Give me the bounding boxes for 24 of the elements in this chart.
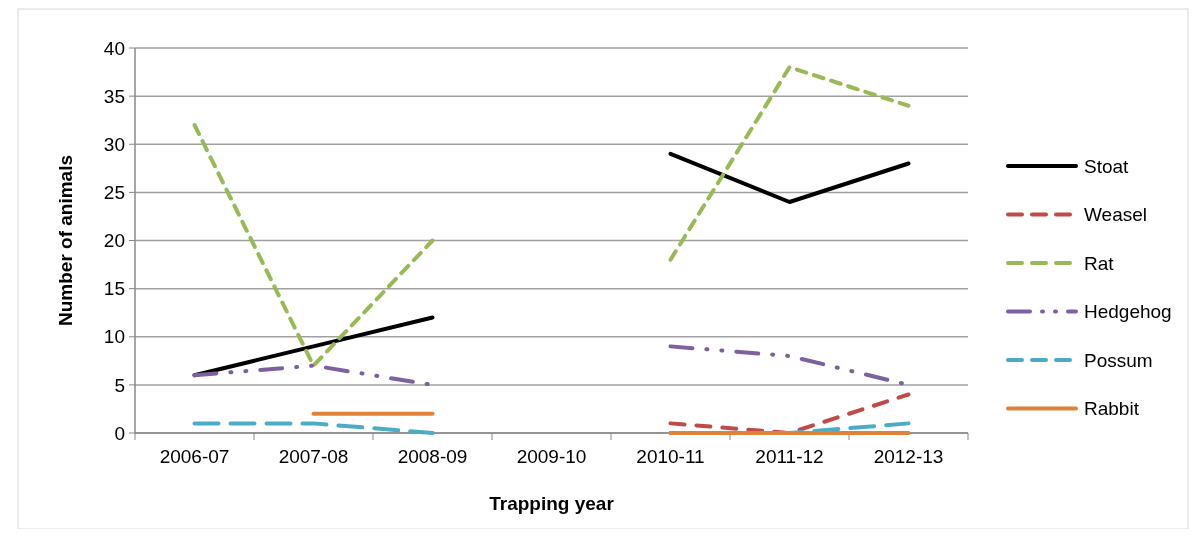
legend-label: Hedgehog: [1084, 301, 1172, 323]
y-tick-label: 5: [114, 374, 125, 396]
y-tick-label: 30: [103, 133, 125, 155]
x-axis-title: Trapping year: [489, 493, 615, 514]
x-tick-label: 2007-08: [278, 446, 349, 467]
y-tick-label: 0: [114, 422, 125, 444]
y-tick-label: 20: [103, 230, 125, 252]
y-tick-label: 10: [103, 326, 125, 348]
x-tick-label: 2009-10: [516, 446, 587, 467]
y-tick-label: 15: [103, 278, 125, 300]
x-tick-label: 2008-09: [397, 446, 468, 467]
x-tick-label: 2012-13: [873, 446, 944, 467]
y-tick-label: 40: [103, 37, 125, 59]
x-tick-label: 2011-12: [755, 446, 824, 467]
legend-label: Possum: [1084, 349, 1153, 371]
y-axis-title: Number of animals: [55, 154, 76, 327]
legend-label: Weasel: [1084, 204, 1148, 226]
y-tick-label: 35: [103, 85, 125, 107]
y-tick-label: 25: [103, 182, 125, 204]
legend-label: Rat: [1084, 252, 1115, 274]
legend-label: Rabbit: [1084, 398, 1140, 420]
x-tick-label: 2010-11: [636, 446, 705, 467]
legend-label: Stoat: [1084, 155, 1130, 177]
x-tick-label: 2006-07: [159, 446, 230, 467]
